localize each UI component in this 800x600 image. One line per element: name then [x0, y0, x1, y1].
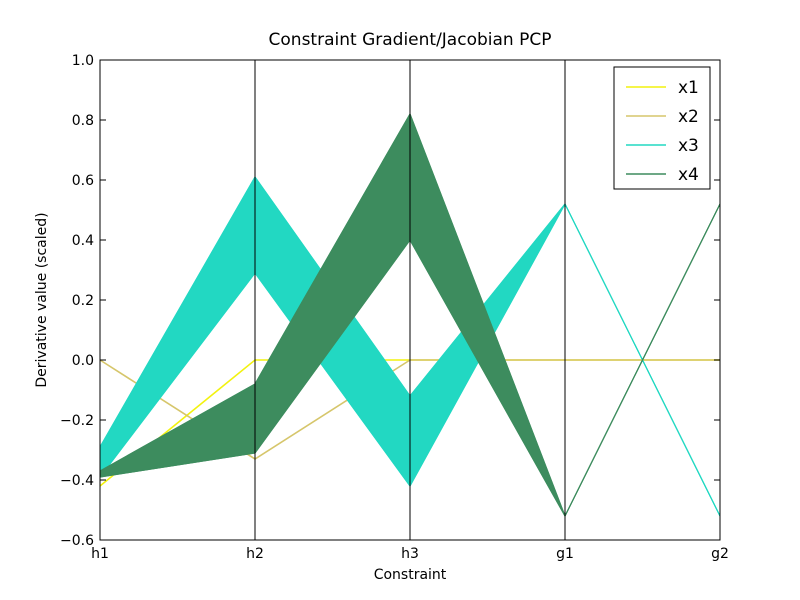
chart-title: Constraint Gradient/Jacobian PCP [269, 30, 552, 50]
y-tick-label: 0.2 [72, 293, 94, 309]
y-tick-label: −0.4 [60, 473, 94, 489]
axes: h1 h2 h3 g1 g2 −0.6 −0.4 −0.2 0.0 0.2 0.4 0.6 0.8 1.0 [60, 53, 729, 562]
y-tick-label: 1.0 [72, 53, 94, 69]
x-tick-label-g1: g1 [556, 546, 574, 562]
y-axis-label: Derivative value (scaled) [34, 212, 50, 387]
x-axis-label: Constraint [374, 567, 447, 583]
y-tick-label: 0.6 [72, 173, 94, 189]
legend-label-x3: x3 [678, 136, 699, 156]
x-tick-label-h1: h1 [91, 546, 109, 562]
x-tick-label-h2: h2 [246, 546, 264, 562]
legend-label-x2: x2 [678, 107, 699, 127]
legend-label-x4: x4 [678, 165, 699, 185]
y-tick-label: 0.0 [72, 353, 94, 369]
legend-label-x1: x1 [678, 78, 699, 98]
x-tick-label-h3: h3 [401, 546, 419, 562]
y-tick-label: −0.6 [60, 533, 94, 549]
legend: x1 x2 x3 x4 [613, 66, 711, 190]
y-tick-label: −0.2 [60, 413, 94, 429]
y-tick-label: 0.8 [72, 113, 94, 129]
x-tick-label-g2: g2 [711, 546, 729, 562]
y-tick-label: 0.4 [72, 233, 94, 249]
